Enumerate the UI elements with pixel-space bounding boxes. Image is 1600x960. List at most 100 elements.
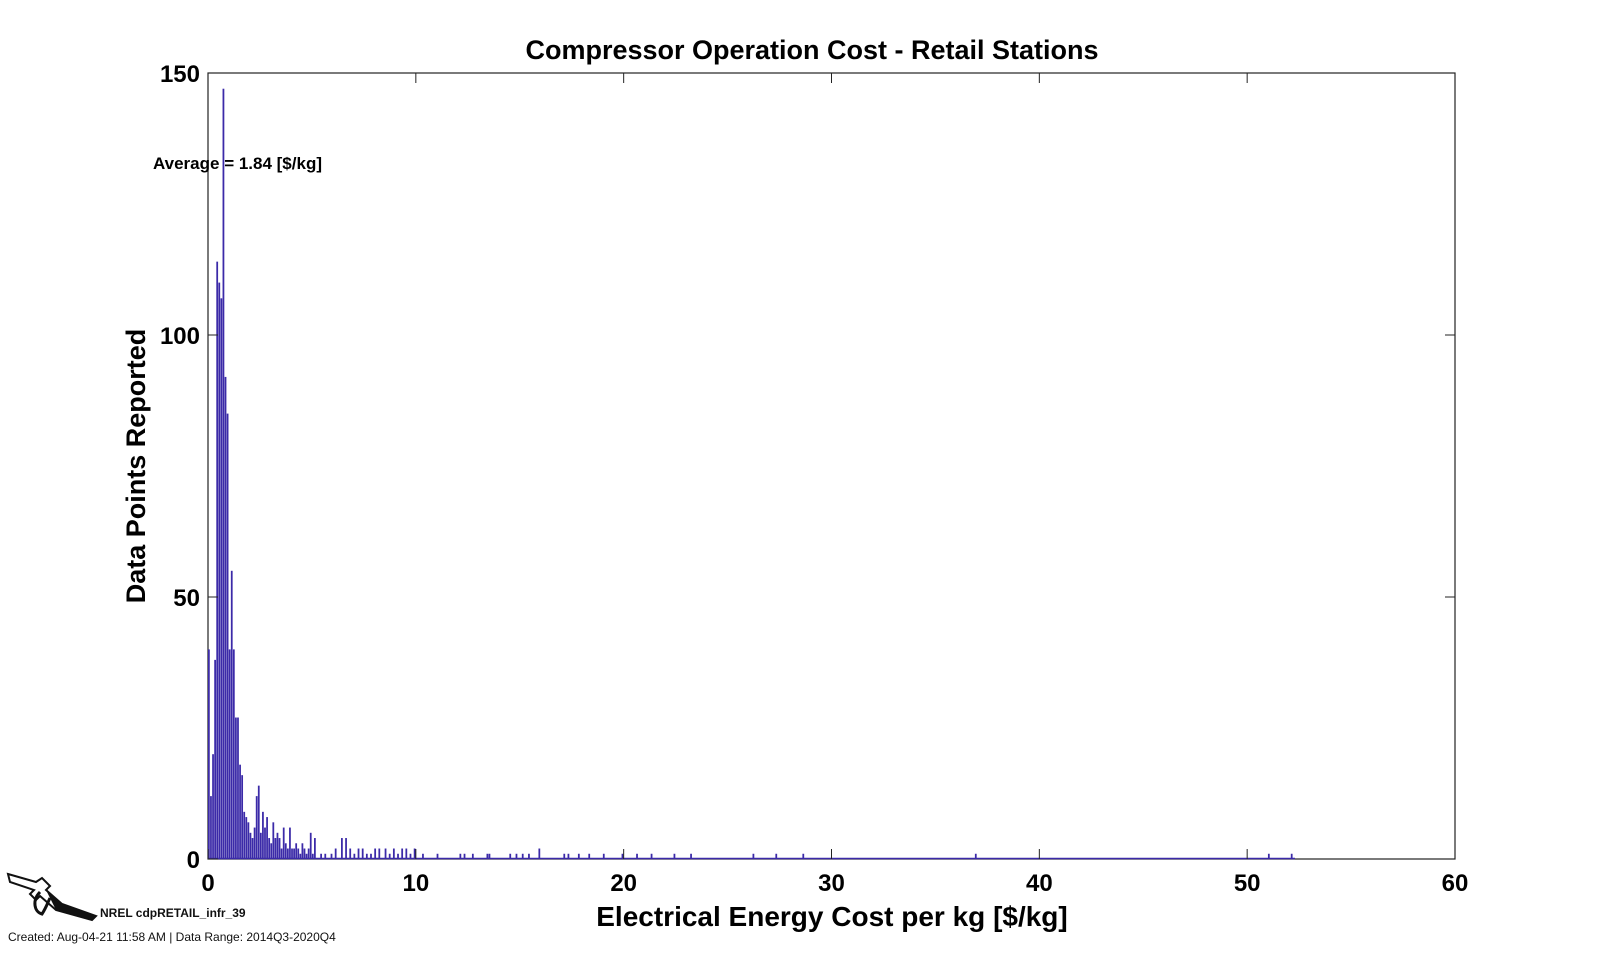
histogram-bar — [276, 832, 279, 859]
histogram-bar — [384, 848, 387, 859]
histogram-bar — [401, 848, 404, 859]
histogram-bar — [212, 754, 214, 859]
histogram-bar — [650, 853, 653, 859]
histogram-bar — [239, 764, 241, 859]
histogram-bar — [274, 838, 277, 859]
histogram-bar — [214, 659, 217, 859]
histogram-bar — [324, 853, 327, 859]
histogram-bar — [291, 848, 293, 859]
histogram-bar — [228, 649, 231, 859]
histogram-bar — [752, 853, 755, 859]
plot-area — [207, 72, 1456, 860]
chart-id-label: NREL cdpRETAIL_infr_39 — [100, 906, 246, 920]
histogram-bar — [636, 853, 638, 859]
histogram-bar — [251, 838, 254, 859]
histogram-bar — [289, 827, 291, 859]
histogram-bar — [320, 853, 322, 859]
y-tick-label: 50 — [173, 585, 200, 612]
histogram-bar — [280, 848, 283, 859]
x-tick-label: 50 — [1234, 870, 1261, 897]
histogram-bar — [1290, 853, 1293, 859]
histogram-bar — [361, 848, 364, 859]
histogram-bar — [286, 848, 289, 859]
histogram-bar — [282, 827, 285, 859]
histogram-bar — [370, 853, 372, 859]
y-tick-label: 150 — [160, 61, 200, 88]
histogram-bar — [334, 848, 337, 859]
histogram-bar — [259, 832, 262, 859]
ticks-group: 0 10 20 30 40 50 60 0 50 100 150 — [160, 61, 1468, 897]
histogram-bar — [311, 853, 314, 859]
histogram-bar — [309, 832, 312, 859]
histogram-bar — [266, 817, 268, 859]
histogram-bar — [521, 853, 524, 859]
histogram-bar — [577, 853, 580, 859]
histogram-bar — [272, 822, 275, 859]
histogram-bar — [247, 822, 250, 859]
created-info: Created: Aug-04-21 11:58 AM | Data Range… — [8, 930, 336, 944]
histogram-bar — [405, 848, 408, 859]
histogram-bar — [397, 853, 399, 859]
histogram-bar — [509, 853, 512, 859]
histogram-bar — [365, 853, 368, 859]
histogram-bar — [226, 413, 229, 859]
histogram-bar — [278, 838, 281, 859]
histogram-bar — [775, 853, 778, 859]
histogram-bar — [413, 848, 416, 859]
histogram-bar — [208, 649, 210, 859]
histogram-bar — [353, 853, 356, 859]
histogram-bar — [230, 570, 233, 859]
histogram-bar — [301, 843, 304, 859]
histogram-bar — [345, 838, 347, 859]
histogram-bar — [284, 843, 287, 859]
y-tick-label: 0 — [187, 847, 200, 874]
x-tick-label: 20 — [610, 870, 637, 897]
histogram-bar — [567, 853, 570, 859]
x-tick-label: 40 — [1026, 870, 1053, 897]
histogram-bar — [459, 853, 462, 859]
histogram-bar — [262, 811, 264, 859]
histogram-bar — [388, 853, 391, 859]
histogram-bar — [330, 853, 333, 859]
histogram-bar — [235, 717, 237, 859]
histogram-bar — [515, 853, 518, 859]
histogram-bar — [486, 853, 489, 859]
histogram-bar — [210, 796, 212, 859]
average-annotation: Average = 1.84 [$/kg] — [153, 154, 322, 173]
histogram-bar — [264, 827, 266, 859]
histogram-bar — [488, 853, 491, 859]
fuel-nozzle-icon — [6, 872, 98, 922]
histogram-bar — [341, 838, 343, 859]
histogram-bar — [588, 853, 591, 859]
histogram-bar — [303, 848, 306, 859]
y-axis-label: Data Points Reported — [121, 329, 151, 604]
histogram-bar — [268, 838, 271, 859]
histogram-bar — [253, 827, 256, 859]
histogram-bar — [602, 853, 605, 859]
histogram-bar — [538, 848, 541, 859]
histogram-bar — [471, 853, 474, 859]
histogram-bar — [528, 853, 530, 859]
histogram-bar — [307, 848, 310, 859]
histogram-bar — [357, 848, 360, 859]
histogram-bar — [255, 796, 258, 859]
histogram-bar — [1267, 853, 1270, 859]
x-tick-label: 30 — [818, 870, 845, 897]
x-axis-label: Electrical Energy Cost per kg [$/kg] — [596, 901, 1068, 932]
x-tick-label: 10 — [402, 870, 429, 897]
histogram-bar — [974, 853, 977, 859]
histogram-bar — [690, 853, 692, 859]
histogram-bar — [245, 817, 248, 859]
histogram-bar — [299, 853, 302, 859]
histogram-bar — [673, 853, 676, 859]
histogram-bar — [216, 261, 219, 859]
histogram-bar — [409, 853, 412, 859]
histogram-bar — [621, 853, 624, 859]
histogram-bar — [270, 843, 273, 859]
x-tick-label: 60 — [1442, 870, 1469, 897]
histogram-bar — [436, 853, 439, 859]
histogram-bar — [222, 88, 225, 860]
histogram-bar — [224, 376, 227, 859]
histogram-bar — [463, 853, 466, 859]
histogram-bar — [232, 649, 235, 859]
